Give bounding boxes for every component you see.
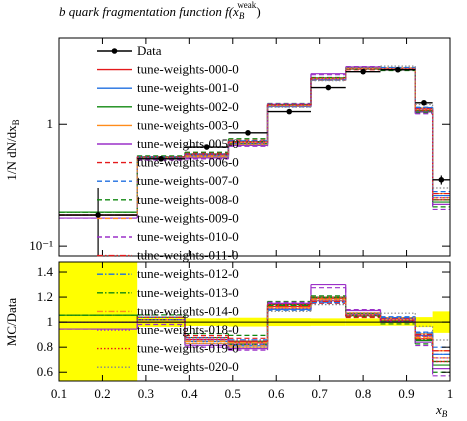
x-tick-label: 0.5 (225, 386, 241, 401)
legend-label: tune-weights-011-0 (137, 248, 238, 263)
x-label-sub: B (442, 409, 448, 419)
y-label-text: 1/N dN/dx (4, 125, 19, 181)
title-sub: B (239, 11, 245, 21)
ratio-y-tick-label: 0.6 (37, 364, 54, 379)
chart-title: b quark fragmentation function f(xBweak) (59, 0, 261, 21)
data-point (438, 177, 445, 183)
legend-label: tune-weights-008-0 (137, 192, 239, 207)
legend-label: tune-weights-006-0 (137, 155, 239, 170)
ratio-y-label: MC/Data (4, 298, 19, 347)
legend-label: tune-weights-012-0 (137, 266, 239, 281)
x-tick-label: 0.7 (312, 386, 329, 401)
ratio-y-tick-label: 1.2 (37, 289, 53, 304)
legend-label: tune-weights-013-0 (137, 285, 239, 300)
ratio-plot (59, 262, 450, 381)
legend-label: tune-weights-000-0 (137, 62, 239, 77)
legend-label: tune-weights-018-0 (137, 322, 239, 337)
plot-frame (58, 261, 451, 382)
legend-label: Data (137, 43, 162, 58)
ratio-y-tick-label: 1.4 (37, 264, 54, 279)
legend-label: tune-weights-020-0 (137, 359, 239, 374)
title-close: ) (256, 4, 260, 19)
legend: Data tune-weights-000-0 tune-weights-001-0… (97, 43, 239, 374)
x-tick-label: 0.4 (181, 386, 198, 401)
ratio-y-tick-label: 0.8 (37, 339, 53, 354)
y-label-sub: B (11, 119, 21, 125)
x-tick-label: 0.3 (138, 386, 154, 401)
data-point (203, 144, 210, 150)
legend-label: tune-weights-009-0 (137, 210, 239, 225)
legend-label: tune-weights-019-0 (137, 341, 239, 356)
title-text: b quark fragmentation function f(x (59, 4, 239, 19)
legend-label: tune-weights-014-0 (137, 303, 239, 318)
x-axis-label: xB (435, 402, 448, 419)
axes: 0.1 0.2 0.3 0.4 0.5 0.6 0.7 0.8 0.9 1 10⁻¹ 1 0.6 0.8 1… (29, 37, 454, 401)
data-point (158, 156, 164, 162)
x-tick-label: 0.1 (51, 386, 67, 401)
legend-swatch (111, 48, 118, 54)
x-tick-label: 0.8 (355, 386, 371, 401)
y-axis-label: 1/N dN/dxB (4, 119, 21, 180)
data-point (95, 212, 101, 218)
legend-label: tune-weights-005-0 (137, 136, 239, 151)
ratio-y-tick-label: 1 (47, 314, 54, 329)
x-tick-label: 0.6 (268, 386, 285, 401)
legend-label: tune-weights-002-0 (137, 99, 239, 114)
data-point (360, 68, 366, 75)
y-tick-label: 1 (47, 116, 54, 131)
data-point (245, 130, 251, 136)
x-label-text: x (435, 402, 442, 417)
data-point (325, 84, 332, 91)
y-tick-label: 10⁻¹ (29, 238, 53, 253)
legend-label: tune-weights-003-0 (137, 117, 239, 132)
ratio-error-band (59, 262, 138, 381)
legend-label: tune-weights-007-0 (137, 173, 239, 188)
data-point (286, 108, 293, 115)
x-tick-label: 1 (447, 386, 454, 401)
data-point (395, 66, 401, 73)
plot-frame (58, 37, 451, 257)
x-tick-label: 0.9 (398, 386, 414, 401)
data-point (421, 99, 427, 106)
main-plot (59, 65, 450, 256)
legend-label: tune-weights-010-0 (137, 229, 239, 244)
title-sup: weak (237, 0, 256, 10)
x-tick-label: 0.2 (94, 386, 110, 401)
legend-label: tune-weights-001-0 (137, 80, 239, 95)
